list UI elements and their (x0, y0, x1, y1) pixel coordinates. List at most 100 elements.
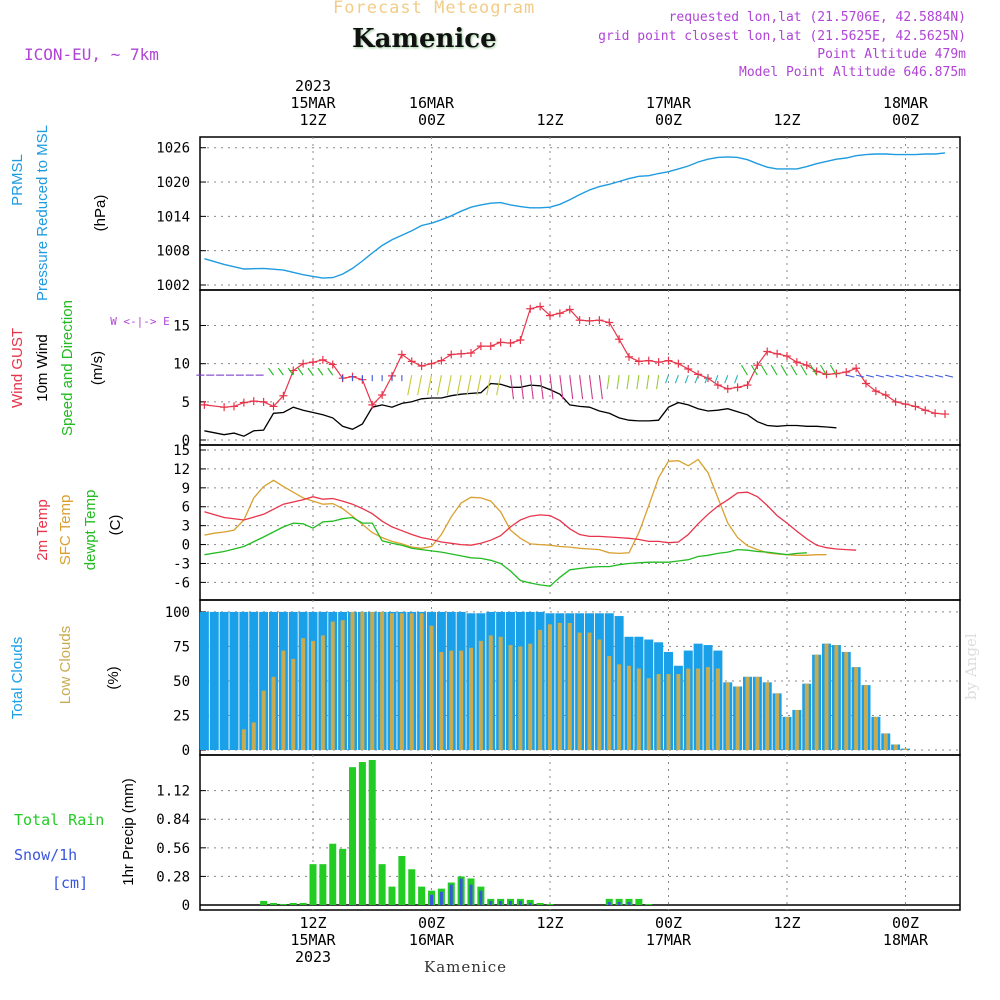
panel-frame-temperature (199, 444, 961, 601)
low-cloud-bar (715, 668, 720, 750)
low-cloud-bar (903, 748, 908, 750)
wind-direction-arrow (569, 375, 574, 400)
low-cloud-bar (834, 645, 839, 750)
gust-marker (506, 339, 515, 348)
ytick-label-temperature: 9 (182, 481, 190, 497)
wind-direction-arrow (915, 374, 924, 378)
top-time-label: 00Z (892, 111, 919, 129)
ytick-label-pressure: 1020 (156, 175, 190, 191)
low-cloud-bar (676, 674, 681, 750)
requested-coords: requested lon,lat (21.5706E, 42.5884N) (668, 10, 966, 25)
snow-bar (518, 900, 522, 905)
gust-marker (842, 368, 851, 377)
panel-frame-pressure (199, 136, 961, 291)
snow-bar (449, 884, 453, 905)
gust-marker (605, 318, 614, 327)
wind-direction-arrow (606, 375, 610, 390)
low-cloud-bar (854, 667, 859, 750)
low-cloud-bar (864, 685, 868, 750)
gust-marker (694, 370, 703, 379)
label-celsius: (C) (107, 515, 124, 536)
ytick-label-precip: 0 (182, 898, 190, 914)
wind-direction-arrow (875, 374, 885, 378)
label-sfc-temp: SFC Temp (57, 495, 74, 566)
wind-direction-arrow (549, 375, 554, 400)
low-cloud-bar (528, 643, 533, 750)
ytick-label-pressure: 1008 (156, 244, 190, 260)
gust-marker (565, 305, 574, 314)
bottom-time-label: 18MAR (883, 931, 929, 949)
ytick-label-wind: 15 (173, 319, 190, 335)
low-cloud-bar (320, 635, 325, 750)
snow-bar (479, 890, 483, 905)
low-cloud-bar (607, 656, 612, 750)
wind-direction-arrow (327, 367, 334, 376)
total-cloud-bar (259, 611, 269, 750)
label-wind-gust: Wind GUST (9, 328, 26, 408)
wind-direction-arrow (895, 374, 904, 378)
wind-direction-arrow (770, 364, 778, 376)
gust-marker (921, 406, 930, 415)
wind-direction-arrow (704, 374, 709, 384)
low-cloud-bar (241, 729, 246, 750)
model-label: ICON-EU, ~ 7km (24, 45, 159, 64)
wind-direction-arrow (780, 364, 788, 376)
wind-direction-arrow (446, 375, 452, 396)
low-cloud-bar (488, 635, 493, 750)
wind-direction-arrow (539, 375, 544, 400)
low-cloud-bar (271, 676, 276, 750)
low-cloud-bar (459, 650, 464, 750)
gust-marker (249, 397, 258, 406)
low-cloud-bar (340, 620, 345, 750)
ytick-label-precip: 0.28 (156, 869, 190, 885)
low-cloud-bar (873, 716, 878, 750)
low-cloud-bar (330, 621, 335, 750)
ytick-label-temperature: 15 (173, 443, 190, 459)
label-speed-direction: Speed and Direction (59, 300, 76, 436)
label-cm: [cm] (52, 874, 88, 892)
wind-direction-arrow (588, 375, 594, 400)
ytick-label-clouds: 75 (173, 639, 190, 655)
wind-direction-arrow (865, 374, 875, 378)
low-cloud-bar (557, 622, 562, 750)
gust-marker (881, 390, 890, 399)
ytick-label-wind: 5 (182, 395, 190, 411)
wind-direction-arrow (810, 364, 818, 376)
wind-direction-arrow (829, 364, 837, 376)
wind-direction-arrow (925, 374, 934, 378)
gust-marker (684, 365, 693, 374)
low-cloud-bar (518, 646, 523, 750)
low-cloud-bar (804, 683, 809, 750)
gust-marker (664, 356, 673, 365)
ytick-label-clouds: 25 (173, 708, 190, 724)
low-cloud-bar (380, 611, 385, 750)
ytick-label-clouds: 0 (182, 743, 190, 759)
wind-direction-arrow (684, 374, 689, 384)
wind-direction-arrow (417, 375, 423, 396)
wind-direction-arrow (486, 375, 492, 396)
low-cloud-bar (360, 611, 365, 750)
gust-marker (802, 361, 811, 370)
wind-direction-arrow (559, 375, 564, 400)
gust-marker (279, 391, 288, 400)
wind-direction-arrow (790, 364, 798, 376)
ytick-label-wind: 10 (173, 357, 190, 373)
snow-bar (627, 901, 631, 905)
low-cloud-bar (419, 613, 424, 750)
gust-marker (763, 347, 772, 356)
low-cloud-bar (785, 716, 789, 750)
rain-bar (546, 903, 554, 905)
gust-marker (230, 402, 238, 411)
wind-direction-arrow (855, 374, 865, 378)
wind-direction-arrow (664, 374, 670, 384)
low-cloud-bar (824, 643, 829, 750)
ytick-label-precip: 1.12 (156, 784, 190, 800)
low-cloud-bar (844, 651, 849, 750)
rain-bar (299, 902, 307, 905)
wind-direction-arrow (466, 375, 472, 396)
bottom-time-label: 15MAR (290, 931, 336, 949)
low-cloud-bar (567, 622, 572, 750)
wind-direction-arrow (636, 375, 640, 390)
gust-marker (595, 316, 604, 325)
gust-marker (447, 350, 456, 359)
